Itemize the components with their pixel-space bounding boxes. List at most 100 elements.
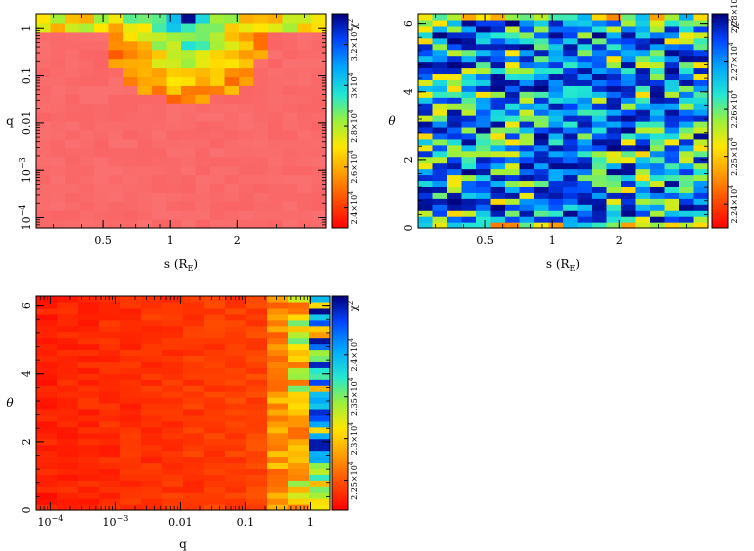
- heatmap-cell: [447, 37, 463, 45]
- heatmap-cell: [476, 19, 492, 27]
- heatmap-cell: [99, 438, 121, 446]
- heatmap-cell: [297, 192, 313, 202]
- heatmap-cell: [621, 115, 637, 122]
- heatmap-cell: [664, 180, 680, 187]
- plot-frame-q-theta: [35, 295, 331, 511]
- heatmap-cell: [224, 183, 240, 193]
- heatmap-cell: [181, 219, 197, 229]
- heatmap-cell: [108, 40, 124, 51]
- heatmap-cell: [635, 156, 651, 164]
- heatmap-cell: [563, 14, 579, 21]
- heatmap-cell: [548, 138, 564, 146]
- heatmap-cell: [210, 147, 226, 158]
- heatmap-cell: [679, 109, 695, 116]
- plot-frame-s-theta: [417, 13, 709, 229]
- heatmap-cell: [36, 456, 58, 464]
- heatmap-cell: [162, 438, 184, 446]
- heatmap-cell: [490, 192, 506, 199]
- heatmap-cell: [476, 73, 492, 80]
- heatmap-cell: [534, 67, 550, 75]
- heatmap-cell: [120, 456, 142, 464]
- heatmap-cell: [606, 43, 622, 51]
- heatmap-cell: [123, 192, 139, 202]
- heatmap-cell: [267, 337, 289, 345]
- heatmap-cell: [563, 198, 579, 205]
- heatmap-cell: [78, 444, 100, 452]
- heatmap-cell: [505, 55, 521, 63]
- heatmap-cell: [225, 397, 247, 404]
- heatmap-cell: [123, 31, 139, 42]
- heatmap-cell: [36, 498, 58, 505]
- heatmap-cell: [99, 408, 121, 416]
- heatmap-cell: [239, 22, 255, 33]
- heatmap-cell: [239, 183, 255, 193]
- heatmap-cell: [210, 165, 226, 176]
- heatmap-cell: [309, 331, 331, 339]
- heatmap-cell: [137, 22, 153, 33]
- heatmap-cell: [563, 79, 579, 86]
- heatmap-cell: [204, 319, 226, 327]
- heatmap-cell: [476, 216, 492, 223]
- heatmap-cell: [505, 132, 521, 140]
- heatmap-cell: [577, 37, 593, 45]
- heatmap-cell: [50, 58, 66, 69]
- heatmap-cell: [162, 391, 184, 398]
- heatmap-cell: [297, 183, 313, 193]
- heatmap-cell: [246, 397, 268, 404]
- heatmap-cell: [563, 73, 579, 80]
- heatmap-cell: [79, 147, 95, 158]
- heatmap-cell: [505, 103, 521, 110]
- heatmap-cell: [577, 162, 593, 170]
- heatmap-cell: [309, 385, 331, 392]
- heatmap-cell: [664, 19, 680, 27]
- heatmap-cell: [563, 144, 579, 152]
- heatmap-cell: [246, 480, 268, 487]
- heatmap-cell: [505, 97, 521, 104]
- heatmap-cell: [679, 61, 695, 69]
- heatmap-cell: [78, 468, 100, 475]
- heatmap-cell: [297, 129, 313, 140]
- heatmap-cell: [476, 55, 492, 63]
- heatmap-cell: [57, 391, 79, 398]
- heatmap-cell: [490, 49, 506, 57]
- heatmap-cell: [267, 343, 289, 351]
- heatmap-cell: [141, 468, 163, 475]
- heatmap-cells-s-theta: [418, 14, 709, 229]
- heatmap-cell: [461, 186, 477, 193]
- heatmap-cell: [563, 55, 579, 63]
- heatmap-cell: [621, 150, 637, 158]
- colorbar-tick-label: 2.25×104: [728, 137, 739, 176]
- heatmap-cell: [65, 49, 81, 60]
- heatmap-cell: [78, 462, 100, 469]
- heatmap-cell: [120, 492, 142, 499]
- heatmap-cell: [246, 343, 268, 351]
- heatmap-cell: [141, 319, 163, 327]
- heatmap-cell: [50, 40, 66, 51]
- heatmap-cell: [309, 379, 331, 386]
- heatmap-cell: [166, 174, 182, 185]
- heatmap-cell: [225, 438, 247, 446]
- heatmap-cell: [490, 61, 506, 69]
- heatmap-cell: [577, 103, 593, 110]
- heatmap-cell: [246, 420, 268, 428]
- heatmap-cell: [476, 174, 492, 182]
- heatmap-cell: [432, 103, 448, 110]
- heatmap-cell: [693, 126, 709, 134]
- heatmap-cell: [36, 156, 52, 167]
- heatmap-cell: [152, 67, 168, 78]
- heatmap-cell: [563, 204, 579, 211]
- heatmap-cell: [78, 486, 100, 493]
- x-axis-label-q-theta: q: [179, 537, 187, 551]
- heatmap-cell: [461, 168, 477, 176]
- heatmap-cell: [311, 174, 327, 185]
- heatmap-cell: [253, 165, 269, 176]
- heatmap-cell: [288, 486, 310, 493]
- colorbar-tick-label: 3.2×104: [348, 28, 359, 62]
- heatmap-cell: [548, 25, 564, 33]
- heatmap-cell: [183, 343, 205, 351]
- heatmap-cell: [490, 144, 506, 152]
- heatmap-cell: [225, 486, 247, 493]
- heatmap-cell: [476, 144, 492, 152]
- heatmap-cell: [288, 296, 310, 303]
- heatmap-cell: [650, 156, 666, 164]
